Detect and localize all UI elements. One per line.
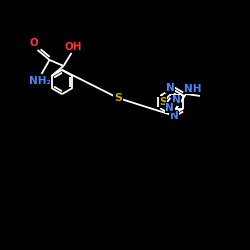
Text: OH: OH [65,42,82,52]
Text: N: N [172,95,180,105]
Text: O: O [29,38,38,48]
Text: N: N [170,111,178,121]
Text: N: N [166,83,174,93]
Text: S: S [114,93,122,103]
Text: N: N [166,103,174,113]
Text: NH₂: NH₂ [28,76,50,86]
Text: NH: NH [184,84,202,94]
Text: S: S [159,97,167,107]
